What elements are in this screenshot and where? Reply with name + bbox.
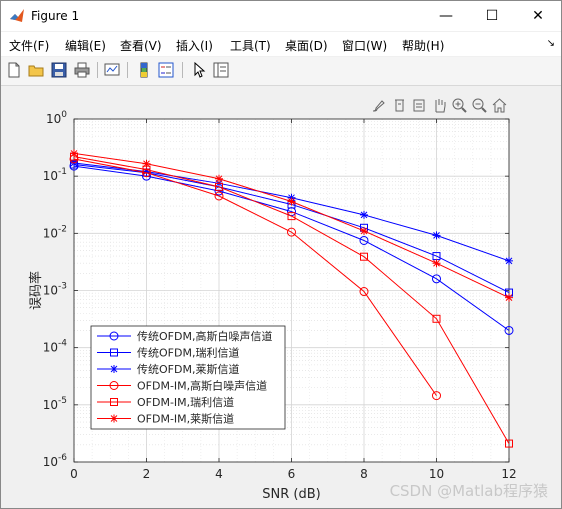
data-point-2	[360, 210, 368, 219]
data-point-2	[432, 231, 441, 240]
toolbar-separator	[97, 62, 98, 78]
y-tick-label: 10-3	[43, 282, 67, 298]
series-line-4	[73, 156, 510, 444]
x-tick-label: 10	[429, 467, 444, 481]
data-point-4	[287, 212, 296, 221]
open-file-icon[interactable]	[27, 61, 45, 79]
data-tips-icon[interactable]	[391, 97, 408, 114]
data-point-5	[142, 159, 151, 168]
legend-box	[90, 325, 286, 430]
property-inspector-icon[interactable]	[212, 61, 230, 79]
data-point-5	[505, 293, 513, 302]
series-line-3	[73, 158, 437, 396]
data-point-0	[359, 235, 369, 245]
menu-bar: 文件(F) 编辑(E) 查看(V) 插入(I) 工具(T) 桌面(D) 窗口(W…	[1, 32, 561, 56]
toolbar-separator	[127, 62, 128, 78]
legend-entry: OFDM-IM,莱斯信道	[137, 412, 234, 426]
legend-marker	[110, 365, 118, 373]
y-tick-label: 10-6	[43, 453, 68, 469]
minimize-button[interactable]: —	[439, 8, 453, 24]
zoom-in-icon[interactable]	[451, 97, 468, 114]
data-point-5	[432, 259, 441, 268]
x-tick-label: 8	[360, 467, 368, 481]
y-tick-label: 10-1	[43, 167, 67, 183]
menu-file[interactable]: 文件(F)	[9, 39, 50, 53]
data-point-3	[432, 391, 441, 401]
data-point-4	[215, 182, 223, 191]
legend-entry: OFDM-IM,高斯白噪声信道	[137, 379, 267, 393]
x-tick-label: 6	[288, 467, 296, 481]
menu-insert[interactable]: 插入(I)	[176, 39, 213, 53]
data-point-3	[287, 227, 296, 237]
menu-help[interactable]: 帮助(H)	[402, 39, 445, 53]
y-tick-label: 10-2	[43, 224, 67, 240]
y-tick-label: 10-5	[43, 396, 67, 412]
close-button[interactable]: ✕	[532, 8, 544, 24]
legend-entry: 传统OFDM,高斯白噪声信道	[137, 329, 272, 343]
data-point-4	[505, 439, 513, 448]
insert-legend-icon[interactable]	[157, 61, 175, 79]
link-plot-icon[interactable]	[103, 61, 121, 79]
data-point-0	[504, 325, 514, 335]
home-icon[interactable]	[491, 97, 508, 114]
insert-colorbar-icon[interactable]	[135, 61, 153, 79]
legend-marker	[110, 348, 118, 357]
export-icon[interactable]	[411, 97, 428, 114]
new-figure-icon[interactable]	[5, 61, 23, 79]
brush-icon[interactable]	[370, 97, 387, 114]
menu-window[interactable]: 窗口(W)	[342, 39, 388, 53]
data-point-3	[214, 191, 224, 201]
matlab-logo-icon	[10, 9, 24, 22]
x-tick-label: 0	[70, 467, 78, 481]
window-title: Figure 1	[31, 9, 80, 23]
data-point-5	[287, 197, 296, 206]
figure-toolbar	[1, 57, 561, 86]
y-tick-label: 10-4	[43, 339, 68, 355]
data-point-4	[432, 314, 441, 323]
legend-entry: 传统OFDM,莱斯信道	[137, 362, 239, 376]
maximize-button[interactable]: ☐	[485, 8, 499, 24]
menu-edit[interactable]: 编辑(E)	[65, 39, 106, 53]
data-point-5	[70, 149, 78, 158]
dock-arrow-icon[interactable]: ↘	[546, 38, 555, 49]
print-icon[interactable]	[73, 61, 91, 79]
x-tick-label: 12	[501, 467, 516, 481]
toolbar-separator	[182, 62, 183, 78]
data-point-3	[359, 287, 369, 297]
legend-entry: 传统OFDM,瑞利信道	[137, 346, 239, 360]
legend-marker	[109, 381, 119, 390]
data-point-5	[215, 174, 223, 183]
pan-icon[interactable]	[431, 97, 448, 114]
legend-entry: OFDM-IM,瑞利信道	[137, 395, 234, 409]
legend-marker	[110, 414, 118, 423]
x-axis-label: SNR (dB)	[262, 487, 320, 502]
menu-tools[interactable]: 工具(T)	[230, 39, 271, 53]
watermark: CSDN @Matlab程序猿	[389, 482, 548, 500]
menu-desktop[interactable]: 桌面(D)	[285, 39, 328, 53]
y-tick-label: 100	[46, 110, 67, 126]
legend-marker	[110, 398, 118, 406]
data-point-2	[505, 256, 513, 265]
data-point-4	[360, 252, 368, 261]
y-axis-label: 误码率	[28, 271, 44, 310]
x-tick-label: 4	[215, 467, 223, 481]
save-icon[interactable]	[50, 61, 68, 79]
zoom-out-icon[interactable]	[471, 97, 488, 114]
legend-marker	[109, 331, 119, 341]
title-bar[interactable]: Figure 1 — ☐ ✕	[1, 1, 561, 31]
menu-view[interactable]: 查看(V)	[120, 39, 162, 53]
data-point-0	[432, 274, 441, 284]
edit-plot-arrow-icon[interactable]	[190, 61, 208, 79]
data-point-5	[360, 226, 368, 235]
x-tick-label: 2	[143, 467, 151, 481]
